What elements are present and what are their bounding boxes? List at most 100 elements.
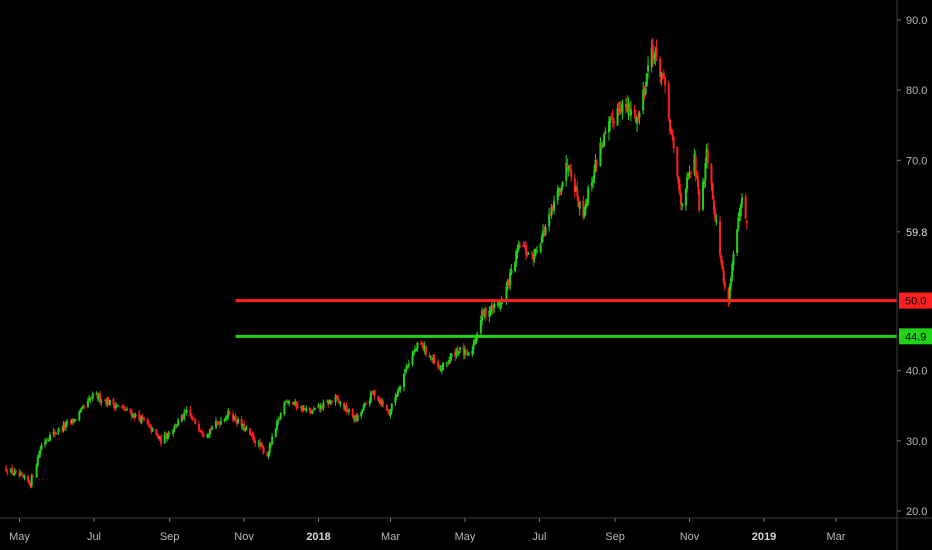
candle-down <box>103 400 106 402</box>
candle-up <box>370 392 373 401</box>
candle-up <box>293 403 296 405</box>
candle-up <box>629 109 632 116</box>
candle-up <box>412 352 415 356</box>
candle-up <box>432 358 435 360</box>
candle-up <box>328 400 331 404</box>
candle-down <box>72 418 75 423</box>
candle-up <box>319 405 322 410</box>
candle-down <box>14 470 17 472</box>
candle-down <box>352 417 355 420</box>
candle-up <box>607 121 610 133</box>
level-label-box <box>899 328 932 345</box>
candle-down <box>261 445 264 448</box>
candle-down <box>194 419 197 424</box>
y-tick-label: 90.0 <box>906 15 927 27</box>
candle-down <box>210 428 213 430</box>
candle-down <box>566 164 569 168</box>
candle-up <box>244 428 247 431</box>
candle-down <box>56 432 59 434</box>
candle-up <box>439 369 442 371</box>
candle-down <box>694 156 697 175</box>
candle-down <box>711 183 714 200</box>
candle-up <box>488 310 491 317</box>
candle-down <box>714 210 717 221</box>
candle-down <box>720 255 723 263</box>
candle-down <box>655 47 658 57</box>
candle-down <box>634 114 637 123</box>
candle-up <box>440 369 443 371</box>
candle-up <box>206 434 209 437</box>
x-tick-label: Nov <box>234 531 254 543</box>
candle-down <box>335 395 338 398</box>
candle-up <box>287 402 290 404</box>
candle-up <box>715 220 718 222</box>
candle-down <box>143 417 146 421</box>
candle-up <box>527 253 530 255</box>
candle-up <box>459 347 462 350</box>
candle-up <box>317 405 320 408</box>
candle-down <box>551 205 554 210</box>
candle-up <box>326 401 329 403</box>
candle-up <box>260 444 263 446</box>
candle-down <box>482 310 485 316</box>
candle-up <box>644 88 647 95</box>
candle-down <box>182 415 185 419</box>
candle-up <box>158 436 161 439</box>
candle-up <box>354 415 357 421</box>
candle-up <box>498 304 501 306</box>
y-tick-label: 20.0 <box>906 506 927 518</box>
candle-up <box>30 475 33 487</box>
candle-down <box>462 346 465 356</box>
candle-up <box>539 244 542 253</box>
candle-up <box>86 400 89 408</box>
candle-up <box>556 190 559 201</box>
candle-down <box>296 406 299 408</box>
candle-down <box>160 435 163 444</box>
candle-up <box>586 202 589 206</box>
candle-up <box>627 104 630 112</box>
candle-up <box>185 409 188 413</box>
candle-up <box>416 342 419 350</box>
candle-up <box>553 201 556 211</box>
candle-down <box>46 439 49 441</box>
candle-up <box>305 408 308 411</box>
candle-down <box>371 392 374 394</box>
candle-up <box>117 405 120 407</box>
candle-up <box>274 428 277 437</box>
candle-up <box>592 179 595 183</box>
candle-up <box>183 412 186 419</box>
candle-down <box>628 106 631 114</box>
candle-down <box>138 413 141 419</box>
candle-up <box>731 263 734 278</box>
candle-down <box>99 393 102 402</box>
x-tick-label: Jul <box>532 531 546 543</box>
candle-up <box>81 406 84 408</box>
candle-down <box>706 150 709 163</box>
candle-down <box>218 422 221 425</box>
candle-up <box>654 50 657 58</box>
y-tick-label: 40.0 <box>906 366 927 378</box>
candle-up <box>647 65 650 72</box>
candle-up <box>300 406 303 409</box>
candle-up <box>313 407 316 410</box>
candle-down <box>745 220 748 223</box>
candle-down <box>343 402 346 410</box>
candle-down <box>83 407 86 409</box>
candle-down <box>105 400 108 405</box>
candle-up <box>505 286 508 300</box>
x-tick-label: Sep <box>605 531 625 543</box>
candle-up <box>472 343 475 350</box>
candle-up <box>557 188 560 192</box>
candle-down <box>113 403 116 409</box>
candle-up <box>516 250 519 253</box>
candle-up <box>223 419 226 422</box>
candle-down <box>532 254 535 261</box>
candle-down <box>345 405 348 412</box>
candle-down <box>63 424 66 428</box>
candle-down <box>667 83 670 118</box>
candle-down <box>612 120 615 124</box>
candle-up <box>225 416 228 418</box>
candle-up <box>106 399 109 405</box>
candle-up <box>245 428 248 430</box>
